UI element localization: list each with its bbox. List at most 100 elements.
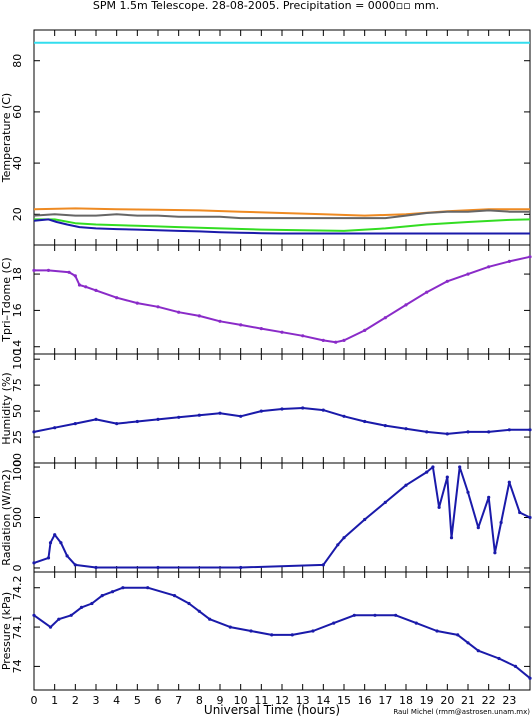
series-line: [34, 218, 531, 232]
data-point: [259, 409, 263, 413]
x-tick-label: 11: [254, 694, 268, 707]
series-line: [33, 209, 530, 220]
x-tick-label: 1: [51, 694, 58, 707]
series-line: [34, 255, 531, 344]
y-axis-label: Humidity (%): [0, 372, 13, 444]
data-point: [321, 563, 325, 567]
data-point: [342, 536, 346, 540]
data-point: [94, 565, 98, 570]
y-tick-label: 50: [11, 404, 24, 418]
data-point: [146, 586, 150, 590]
data-point: [110, 590, 115, 594]
data-point: [425, 430, 429, 434]
data-point: [321, 338, 325, 342]
data-point: [383, 424, 387, 428]
y-tick-label: 100: [11, 349, 24, 370]
y-axis-label: Temperature (C): [0, 93, 13, 183]
y-tick-label: 60: [11, 105, 24, 119]
data-point: [458, 465, 462, 469]
data-point: [342, 414, 346, 418]
plot-frame: [33, 244, 531, 355]
data-point: [94, 417, 98, 421]
x-tick-label: 4: [113, 694, 120, 707]
data-point: [290, 633, 294, 637]
x-tick-label: 14: [316, 694, 330, 707]
data-point: [435, 629, 439, 633]
data-point: [431, 465, 435, 469]
data-point: [32, 268, 36, 272]
plot-frame: [33, 462, 531, 573]
data-point: [73, 274, 77, 278]
x-tick-label: 8: [196, 694, 203, 707]
x-tick-label: 22: [482, 694, 496, 707]
data-point: [301, 334, 305, 338]
data-point: [404, 427, 408, 431]
data-point: [177, 310, 181, 314]
y-tick-label: 20: [11, 207, 24, 221]
data-point: [270, 633, 274, 637]
data-point: [394, 613, 398, 617]
data-point: [67, 270, 71, 274]
y-tick-label: 0: [11, 460, 24, 467]
data-point: [57, 617, 61, 621]
data-point: [121, 586, 125, 590]
x-tick-label: 9: [217, 694, 224, 707]
x-tick-label: 16: [358, 694, 372, 707]
data-point: [499, 520, 503, 525]
data-point: [156, 565, 160, 570]
data-point: [135, 419, 139, 424]
data-point: [135, 301, 139, 305]
x-axis: 0 1 2 3 4 5 6 7 8 9 10 11 12 13 14 15 16 17 18 19 20 21 22 23: [31, 694, 517, 707]
data-point: [414, 621, 418, 625]
x-tick-label: 3: [93, 694, 100, 707]
data-point: [53, 426, 57, 430]
data-point: [53, 533, 57, 537]
data-point: [115, 422, 119, 426]
x-tick-label: 0: [31, 694, 38, 707]
data-point: [73, 422, 77, 426]
data-point: [528, 255, 532, 259]
data-point: [507, 428, 511, 432]
data-point: [65, 554, 69, 558]
y-tick-label: 1000: [11, 453, 24, 481]
data-point: [487, 430, 491, 434]
data-point: [445, 279, 449, 283]
data-point: [476, 526, 480, 530]
data-point: [48, 625, 53, 629]
x-tick-label: 17: [378, 694, 392, 707]
data-point: [48, 541, 53, 545]
y-tick-label: 74.2: [11, 575, 24, 600]
y-tick-label: 80: [11, 54, 24, 68]
credit-text: Raul Michel (rmm@astrosen.unam.mx): [393, 708, 530, 716]
data-point: [528, 428, 532, 432]
y-tick-label: 14: [11, 340, 24, 354]
data-point: [156, 305, 160, 309]
data-point: [321, 408, 325, 412]
y-tick-label: 0: [11, 564, 24, 571]
data-point: [218, 411, 222, 415]
data-point: [32, 561, 36, 565]
data-point: [59, 541, 63, 545]
data-point: [73, 563, 77, 567]
data-point: [46, 556, 51, 560]
data-point: [228, 625, 232, 629]
data-point: [466, 430, 470, 434]
data-point: [239, 565, 243, 570]
x-tick-label: 10: [234, 694, 248, 707]
data-point: [493, 551, 497, 555]
y-tick-label: 500: [11, 507, 24, 528]
data-point: [425, 470, 429, 474]
data-point: [239, 323, 243, 327]
data-point: [404, 303, 408, 307]
x-tick-label: 19: [420, 694, 434, 707]
x-tick-label: 21: [461, 694, 475, 707]
data-point: [115, 296, 119, 300]
data-point: [383, 500, 387, 504]
series-line: [33, 407, 530, 435]
data-point: [513, 664, 518, 669]
